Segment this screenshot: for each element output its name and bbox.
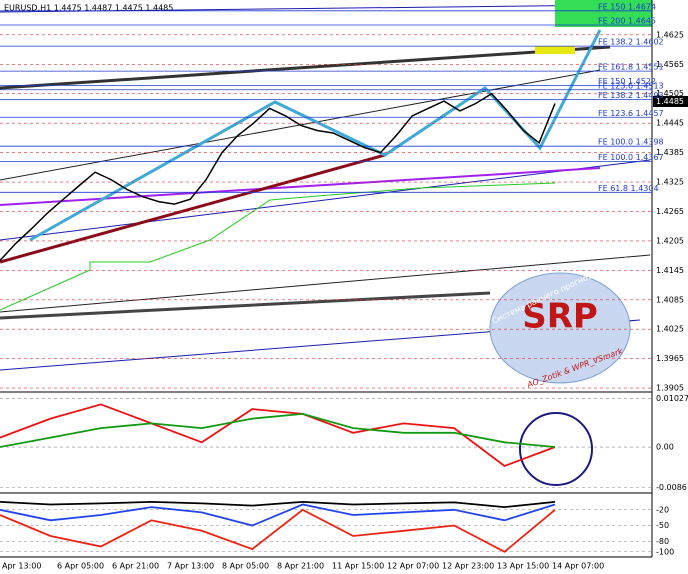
x-tick-label: 12 Apr 23:00	[442, 562, 494, 571]
x-tick-label: 7 Apr 13:00	[167, 562, 214, 571]
x-tick-label: 6 Apr 05:00	[57, 562, 104, 571]
y-tick-label: 1.4145	[656, 266, 684, 275]
series-line	[0, 508, 556, 553]
y-tick-label: -50	[656, 521, 669, 530]
fe-label: FE 123.6 1.4457	[598, 109, 664, 118]
series-line	[0, 92, 556, 262]
series-line	[0, 500, 556, 509]
y-tick-label: 0.01027	[656, 394, 688, 403]
fe-label: FE 138.2 1.4602	[598, 38, 664, 47]
highlight-circle	[519, 412, 593, 486]
x-tick-label: 6 Apr 21:00	[112, 562, 159, 571]
fe-label: FE 161.8 1.4551	[598, 63, 664, 72]
y-tick-label: 1.4505	[656, 89, 684, 98]
y-tick-label: 1.4025	[656, 325, 684, 334]
y-tick-label: -80	[656, 537, 669, 546]
x-tick-label: 13 Apr 15:00	[497, 562, 549, 571]
fe-label: FE 100.0 1.4367	[598, 153, 664, 162]
series-line	[0, 503, 556, 527]
y-tick-label: 1.4625	[656, 30, 684, 39]
y-tick-label: -0.0086	[656, 483, 687, 492]
fe-label: FE 138.2 1.4493	[598, 91, 664, 100]
logo	[489, 272, 631, 384]
trend-line	[0, 167, 601, 206]
y-tick-label: 1.4445	[656, 119, 684, 128]
y-tick-label: 1.4565	[656, 60, 684, 69]
x-tick-label: 12 Apr 07:00	[387, 562, 439, 571]
trend-line	[0, 153, 386, 264]
fe-label: FE 200 1.4645	[598, 17, 656, 26]
trend-line	[0, 291, 491, 320]
y-tick-label: 1.3905	[656, 384, 684, 393]
fe-zone	[535, 46, 575, 54]
y-tick-label: -100	[656, 547, 674, 556]
y-tick-label: -20	[656, 505, 669, 514]
y-tick-label: 1.4205	[656, 236, 684, 245]
fe-label: FE 150 1.4674	[598, 2, 656, 11]
trend-line	[0, 254, 651, 313]
y-tick-label: 1.4085	[656, 295, 684, 304]
wave-line	[29, 29, 602, 242]
fe-label: FE 61.8 1.4304	[598, 184, 659, 193]
current-price: 1.4485	[656, 97, 684, 106]
fe-label: FE 123.6 1.4513	[598, 81, 664, 90]
y-tick-label: 0.00	[656, 443, 674, 452]
y-tick-label: 1.4325	[656, 178, 684, 187]
x-tick-label: 8 Apr 05:00	[222, 562, 269, 571]
fe-zone	[555, 0, 652, 27]
fe-label: FE 150 1.4522	[598, 77, 656, 86]
series-line	[0, 412, 556, 448]
chart-title: EURUSD,H1 1.4475 1.4487 1.4475 1.4485	[4, 4, 173, 13]
x-tick-label: Apr 13:00	[2, 562, 41, 571]
trend-line	[0, 159, 651, 241]
fe-label: FE 100.0 1.4398	[598, 138, 664, 147]
y-tick-label: 1.4265	[656, 207, 684, 216]
price-box	[653, 96, 688, 107]
trend-line	[0, 45, 611, 90]
x-tick-label: 8 Apr 21:00	[277, 562, 324, 571]
x-tick-label: 11 Apr 15:00	[332, 562, 384, 571]
step-line	[0, 182, 556, 311]
logo-title: SRP	[522, 297, 598, 337]
x-tick-label: 14 Apr 07:00	[552, 562, 604, 571]
y-tick-label: 1.3965	[656, 354, 684, 363]
y-tick-label: 1.4385	[656, 148, 684, 157]
